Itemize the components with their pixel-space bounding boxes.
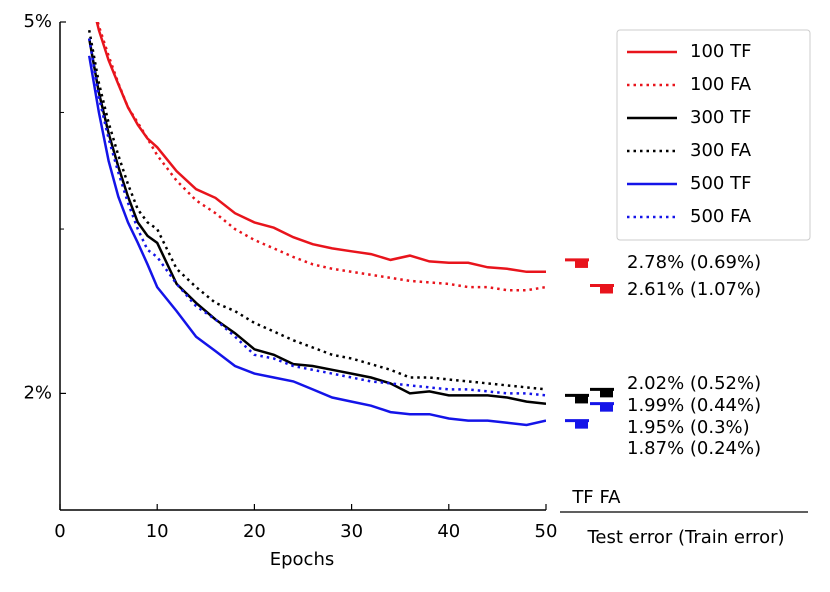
final-label: 1.99% (0.44%) bbox=[627, 395, 761, 416]
x-tick-label: 30 bbox=[340, 521, 363, 542]
final-marker-block bbox=[575, 420, 588, 429]
legend-label: 500 FA bbox=[690, 206, 752, 227]
series-line bbox=[95, 22, 546, 274]
x-tick-label: 20 bbox=[243, 521, 266, 542]
legend-label: 300 TF bbox=[690, 107, 751, 128]
column-label: FA bbox=[599, 487, 621, 508]
final-label: 2.78% (0.69%) bbox=[627, 252, 761, 273]
final-marker-block bbox=[575, 259, 588, 268]
final-marker-block bbox=[600, 285, 613, 294]
legend-label: 500 TF bbox=[690, 173, 751, 194]
final-marker-block bbox=[600, 403, 613, 412]
legend-label: 100 FA bbox=[690, 74, 752, 95]
legend-label: 300 FA bbox=[690, 140, 752, 161]
x-tick-label: 10 bbox=[146, 521, 169, 542]
legend-box bbox=[616, 29, 811, 241]
series-line bbox=[87, 38, 546, 405]
summary-label: Test error (Train error) bbox=[587, 527, 785, 548]
x-tick-label: 0 bbox=[54, 521, 65, 542]
final-marker-block bbox=[575, 395, 588, 404]
x-tick-label: 50 bbox=[535, 521, 558, 542]
final-label: 1.87% (0.24%) bbox=[627, 438, 761, 459]
final-label: 2.02% (0.52%) bbox=[627, 373, 761, 394]
y-tick-label: 2% bbox=[23, 382, 52, 403]
x-tick-label: 40 bbox=[437, 521, 460, 542]
final-label: 2.61% (1.07%) bbox=[627, 279, 761, 300]
plot-area bbox=[87, 22, 546, 427]
legend-label: 100 TF bbox=[690, 41, 751, 62]
series-line bbox=[87, 29, 546, 391]
y-tick-label: 5% bbox=[23, 11, 52, 32]
series-line bbox=[87, 38, 546, 397]
final-label: 1.95% (0.3%) bbox=[627, 417, 750, 438]
series-line bbox=[87, 55, 546, 427]
final-marker-block bbox=[600, 389, 613, 398]
series-line bbox=[96, 22, 546, 292]
column-label: TF bbox=[571, 487, 593, 508]
x-axis-label: Epochs bbox=[270, 549, 335, 570]
